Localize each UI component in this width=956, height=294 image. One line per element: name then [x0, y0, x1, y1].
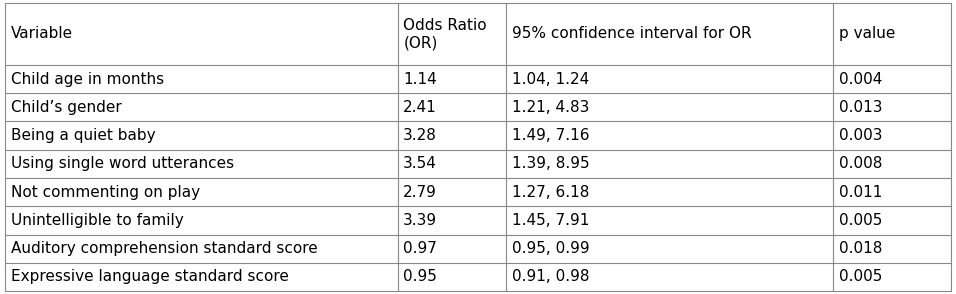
Text: 1.39, 8.95: 1.39, 8.95 [512, 156, 590, 171]
Text: Child age in months: Child age in months [11, 71, 163, 86]
Text: Using single word utterances: Using single word utterances [11, 156, 233, 171]
Text: 0.005: 0.005 [838, 213, 882, 228]
Text: 1.45, 7.91: 1.45, 7.91 [512, 213, 590, 228]
Text: Auditory comprehension standard score: Auditory comprehension standard score [11, 241, 317, 256]
Text: 1.04, 1.24: 1.04, 1.24 [512, 71, 590, 86]
Text: Variable: Variable [11, 26, 73, 41]
Text: Expressive language standard score: Expressive language standard score [11, 269, 289, 284]
Text: p value: p value [838, 26, 895, 41]
Text: 0.003: 0.003 [838, 128, 882, 143]
Text: 0.005: 0.005 [838, 269, 882, 284]
Text: 0.97: 0.97 [403, 241, 437, 256]
Text: 2.79: 2.79 [403, 185, 437, 200]
Text: Unintelligible to family: Unintelligible to family [11, 213, 184, 228]
Text: 1.49, 7.16: 1.49, 7.16 [512, 128, 590, 143]
Text: Child’s gender: Child’s gender [11, 100, 121, 115]
Text: Being a quiet baby: Being a quiet baby [11, 128, 155, 143]
Text: 2.41: 2.41 [403, 100, 437, 115]
Text: 3.28: 3.28 [403, 128, 437, 143]
Text: 0.91, 0.98: 0.91, 0.98 [512, 269, 590, 284]
Text: 95% confidence interval for OR: 95% confidence interval for OR [512, 26, 751, 41]
Text: 0.013: 0.013 [838, 100, 882, 115]
Text: 0.008: 0.008 [838, 156, 882, 171]
Text: 3.39: 3.39 [403, 213, 438, 228]
Text: 0.95, 0.99: 0.95, 0.99 [512, 241, 590, 256]
Text: Not commenting on play: Not commenting on play [11, 185, 200, 200]
Text: 3.54: 3.54 [403, 156, 437, 171]
Text: 0.011: 0.011 [838, 185, 882, 200]
Text: 0.018: 0.018 [838, 241, 882, 256]
Text: 1.27, 6.18: 1.27, 6.18 [512, 185, 590, 200]
Text: 0.95: 0.95 [403, 269, 437, 284]
Text: 0.004: 0.004 [838, 71, 882, 86]
Text: 1.21, 4.83: 1.21, 4.83 [512, 100, 590, 115]
Text: Odds Ratio
(OR): Odds Ratio (OR) [403, 18, 487, 50]
Text: 1.14: 1.14 [403, 71, 437, 86]
